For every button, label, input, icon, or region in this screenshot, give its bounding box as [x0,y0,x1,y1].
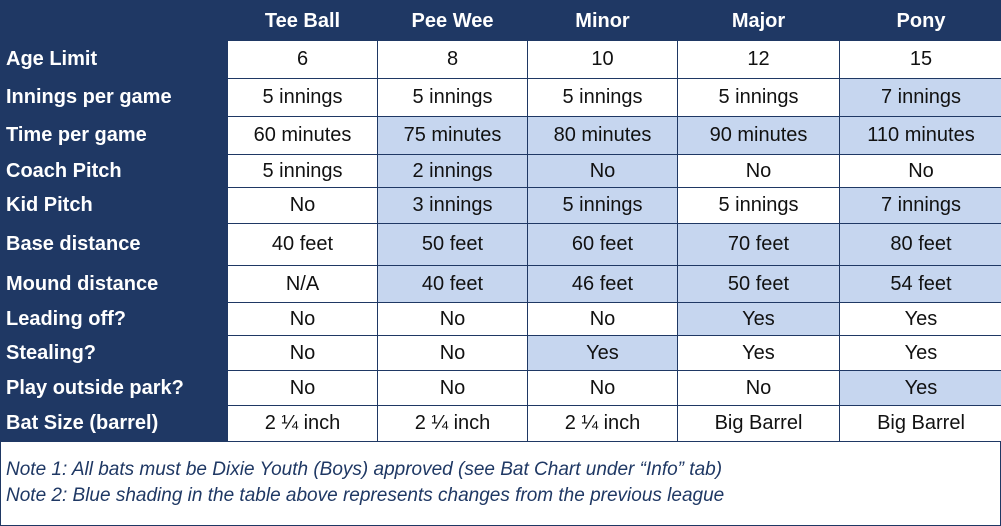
table-body: Age Limit 6 8 10 12 15 Innings per game 5 innin… [1,40,1001,442]
table-cell: 15 [839,40,1001,79]
table-row: Leading off? No No No Yes Yes [1,302,1001,336]
table-cell: 2 ¼ inch [377,405,528,442]
table-cell: Yes [839,302,1001,336]
table-cell: 5 innings [227,154,378,188]
table-cell: 7 innings [839,78,1001,117]
table-cell: 5 innings [527,187,678,224]
table-cell: No [227,370,378,406]
table-cell: No [677,370,840,406]
table-cell: 54 feet [839,265,1001,303]
table-row: Base distance 40 feet 50 feet 60 feet 70 fee… [1,223,1001,266]
table-cell: 46 feet [527,265,678,303]
row-header: Leading off? [1,302,228,336]
table-row: Kid Pitch No 3 innings 5 innings 5 innings 7 … [1,187,1001,224]
table-cell: 5 innings [677,78,840,117]
table-cell: No [527,302,678,336]
table-cell: 90 minutes [677,116,840,155]
table-cell: 2 innings [377,154,528,188]
table-row: Bat Size (barrel) 2 ¼ inch 2 ¼ inch 2 ¼ inc… [1,405,1001,442]
table-row: Time per game 60 minutes 75 minutes 80 minu… [1,116,1001,155]
row-header: Coach Pitch [1,154,228,188]
table-cell: 6 [227,40,378,79]
table-cell: 5 innings [527,78,678,117]
row-header: Base distance [1,223,228,266]
row-header: Mound distance [1,265,228,303]
table-cell: 3 innings [377,187,528,224]
table-cell: 75 minutes [377,116,528,155]
table-cell: 60 feet [527,223,678,266]
table-cell: No [377,370,528,406]
table-cell: Yes [527,335,678,371]
table-cell: No [377,302,528,336]
note-1: Note 1: All bats must be Dixie Youth (Bo… [6,459,723,480]
table-cell: N/A [227,265,378,303]
notes: Note 1: All bats must be Dixie Youth (Bo… [6,457,724,509]
table-cell: Big Barrel [677,405,840,442]
row-header: Innings per game [1,78,228,117]
column-header: Pee Wee [377,1,528,41]
league-comparison-table: Tee Ball Pee Wee Minor Major Pony Age Li… [1,1,1001,442]
table-cell: 60 minutes [227,116,378,155]
corner-cell [1,1,228,41]
table-cell: 7 innings [839,187,1001,224]
table-cell: 8 [377,40,528,79]
table-cell: 50 feet [377,223,528,266]
table-cell: Yes [839,370,1001,406]
table-cell: Yes [839,335,1001,371]
table-cell: 2 ¼ inch [527,405,678,442]
table-cell: No [839,154,1001,188]
header-row: Tee Ball Pee Wee Minor Major Pony [1,1,1001,41]
column-header: Minor [527,1,678,41]
table-cell: 40 feet [377,265,528,303]
table-cell: No [227,302,378,336]
table-cell: Yes [677,335,840,371]
table-cell: 50 feet [677,265,840,303]
row-header: Kid Pitch [1,187,228,224]
table-cell: 70 feet [677,223,840,266]
table-cell: 80 feet [839,223,1001,266]
table-cell: No [677,154,840,188]
table-cell: Yes [677,302,840,336]
row-header: Bat Size (barrel) [1,405,228,442]
table-cell: No [527,154,678,188]
row-header: Play outside park? [1,370,228,406]
table-cell: Big Barrel [839,405,1001,442]
table-cell: No [227,187,378,224]
table-cell: 110 minutes [839,116,1001,155]
table-cell: 80 minutes [527,116,678,155]
table-row: Play outside park? No No No No Yes [1,370,1001,406]
row-header: Age Limit [1,40,228,79]
table-cell: 2 ¼ inch [227,405,378,442]
table-cell: 40 feet [227,223,378,266]
table-cell: No [527,370,678,406]
table-cell: No [377,335,528,371]
table-row: Mound distance N/A 40 feet 46 feet 50 feet 54… [1,265,1001,303]
table-cell: 10 [527,40,678,79]
column-header: Pony [839,1,1001,41]
column-header: Major [677,1,840,41]
table-row: Innings per game 5 innings 5 innings 5 inni… [1,78,1001,117]
row-header: Time per game [1,116,228,155]
table-row: Stealing? No No Yes Yes Yes [1,335,1001,371]
table-row: Age Limit 6 8 10 12 15 [1,40,1001,79]
table-cell: 12 [677,40,840,79]
table-cell: 5 innings [677,187,840,224]
table-cell: 5 innings [377,78,528,117]
table-cell: 5 innings [227,78,378,117]
row-header: Stealing? [1,335,228,371]
table-row: Coach Pitch 5 innings 2 innings No No No [1,154,1001,188]
column-header: Tee Ball [227,1,378,41]
table-cell: No [227,335,378,371]
note-2: Note 2: Blue shading in the table above … [6,485,725,506]
